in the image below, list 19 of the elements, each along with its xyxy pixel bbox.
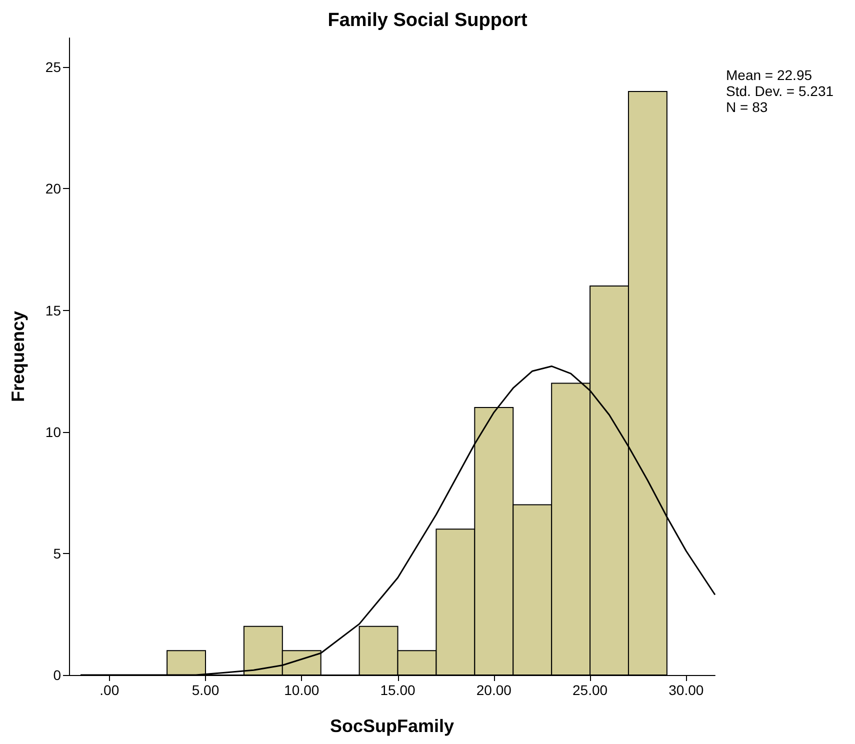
y-tick-label: 10: [45, 424, 62, 440]
x-tick-label: 20.00: [476, 682, 512, 698]
text: Std. Dev. = 5.231: [726, 83, 834, 99]
y-tick-label: 5: [53, 545, 62, 562]
x-tick-label: .00: [100, 682, 120, 698]
x-tick-label: 10.00: [284, 682, 320, 698]
x-tick-label: 25.00: [572, 682, 608, 698]
y-tick-label: 20: [45, 180, 62, 197]
text: Mean = 22.95: [726, 67, 812, 83]
x-axis-title: SocSupFamily: [330, 716, 454, 736]
chart-title: Family Social Support: [328, 10, 528, 31]
x-tick-label: 30.00: [668, 682, 704, 698]
text: N = 83: [726, 99, 768, 115]
x-tick-label: 15.00: [380, 682, 416, 698]
y-tick-label: 0: [53, 667, 62, 683]
x-tick-label: 5.00: [192, 682, 220, 698]
y-tick-label: 25: [45, 59, 62, 76]
y-axis-title: Frequency: [8, 310, 28, 402]
y-tick-label: 15: [45, 302, 62, 318]
